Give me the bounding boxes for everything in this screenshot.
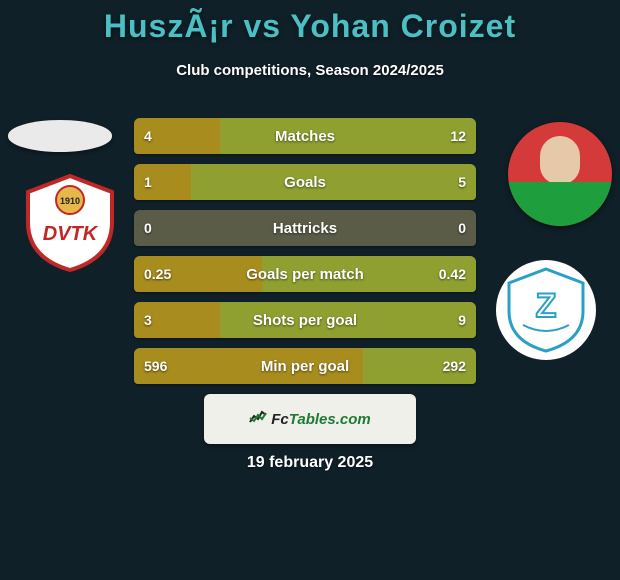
- logo-left-text: DVTK: [43, 223, 99, 245]
- player2-name: Yohan Croizet: [290, 8, 516, 44]
- player1-avatar-placeholder: [8, 120, 112, 152]
- stat-label: Goals per match: [134, 266, 476, 283]
- avatar-jersey: [508, 182, 612, 226]
- brand-label: FcTables.com: [249, 410, 371, 428]
- chart-icon: [249, 410, 267, 428]
- vs-label: vs: [243, 8, 281, 44]
- stat-row: 412Matches: [134, 118, 476, 154]
- brand-prefix: Fc: [271, 411, 289, 428]
- avatar-face: [540, 136, 580, 184]
- player2-avatar: [508, 122, 612, 226]
- stat-row: 39Shots per goal: [134, 302, 476, 338]
- subtitle: Club competitions, Season 2024/2025: [0, 62, 620, 79]
- stat-row: 00Hattricks: [134, 210, 476, 246]
- logo-left-year: 1910: [60, 196, 80, 206]
- stat-label: Min per goal: [134, 358, 476, 375]
- infographic-root: HuszÃ¡r vs Yohan Croizet Club competitio…: [0, 0, 620, 580]
- stats-list: 412Matches 15Goals 00Hattricks 0.250.42Goal…: [134, 118, 476, 394]
- brand-suffix: Tables.com: [289, 411, 371, 428]
- brand-footer: FcTables.com: [204, 394, 416, 444]
- stat-row: 0.250.42Goals per match: [134, 256, 476, 292]
- stat-row: 15Goals: [134, 164, 476, 200]
- player1-club-logo: 1910 DVTK: [22, 172, 118, 272]
- player1-name: HuszÃ¡r: [104, 8, 234, 44]
- stat-label: Shots per goal: [134, 312, 476, 329]
- stat-label: Goals: [134, 174, 476, 191]
- player2-club-logo: Z: [496, 260, 596, 360]
- date-label: 19 february 2025: [0, 454, 620, 472]
- stat-label: Hattricks: [134, 220, 476, 237]
- page-title: HuszÃ¡r vs Yohan Croizet: [0, 8, 620, 45]
- stat-label: Matches: [134, 128, 476, 145]
- logo-right-letter: Z: [536, 287, 557, 325]
- stat-row: 596292Min per goal: [134, 348, 476, 384]
